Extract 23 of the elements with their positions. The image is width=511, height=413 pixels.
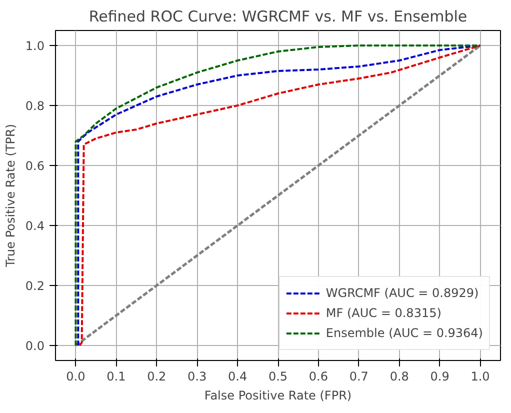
x-tick-label: 0.1	[106, 370, 126, 384]
y-axis-title: True Positive Rate (TPR)	[3, 124, 18, 268]
x-tick-label: 0.2	[147, 370, 166, 384]
x-tick-label: 0.6	[308, 370, 328, 384]
y-tick-label: 0.8	[25, 99, 45, 113]
y-tick-label: 0.2	[25, 279, 45, 293]
legend-label: MF (AUC = 0.8315)	[326, 306, 442, 320]
x-tick-label: 0.9	[430, 370, 450, 384]
x-tick-label: 1.0	[470, 370, 490, 384]
x-tick-label: 0.4	[228, 370, 248, 384]
legend-label: Ensemble (AUC = 0.9364)	[326, 326, 483, 340]
y-tick-label: 0.6	[25, 159, 45, 173]
x-axis-title: False Positive Rate (FPR)	[204, 388, 352, 402]
y-tick-label: 1.0	[25, 39, 45, 53]
legend-label: WGRCMF (AUC = 0.8929)	[326, 286, 479, 300]
chart-title: Refined ROC Curve: WGRCMF vs. MF vs. Ensemble	[88, 8, 468, 26]
y-tick-label: 0.4	[25, 219, 45, 233]
x-tick-label: 0.8	[390, 370, 409, 384]
x-tick-label: 0.3	[188, 370, 207, 384]
x-tick-label: 0.5	[268, 370, 288, 384]
x-tick-label: 0.0	[66, 370, 86, 384]
x-tick-label: 0.7	[349, 370, 368, 384]
y-tick-label: 0.0	[25, 339, 45, 353]
